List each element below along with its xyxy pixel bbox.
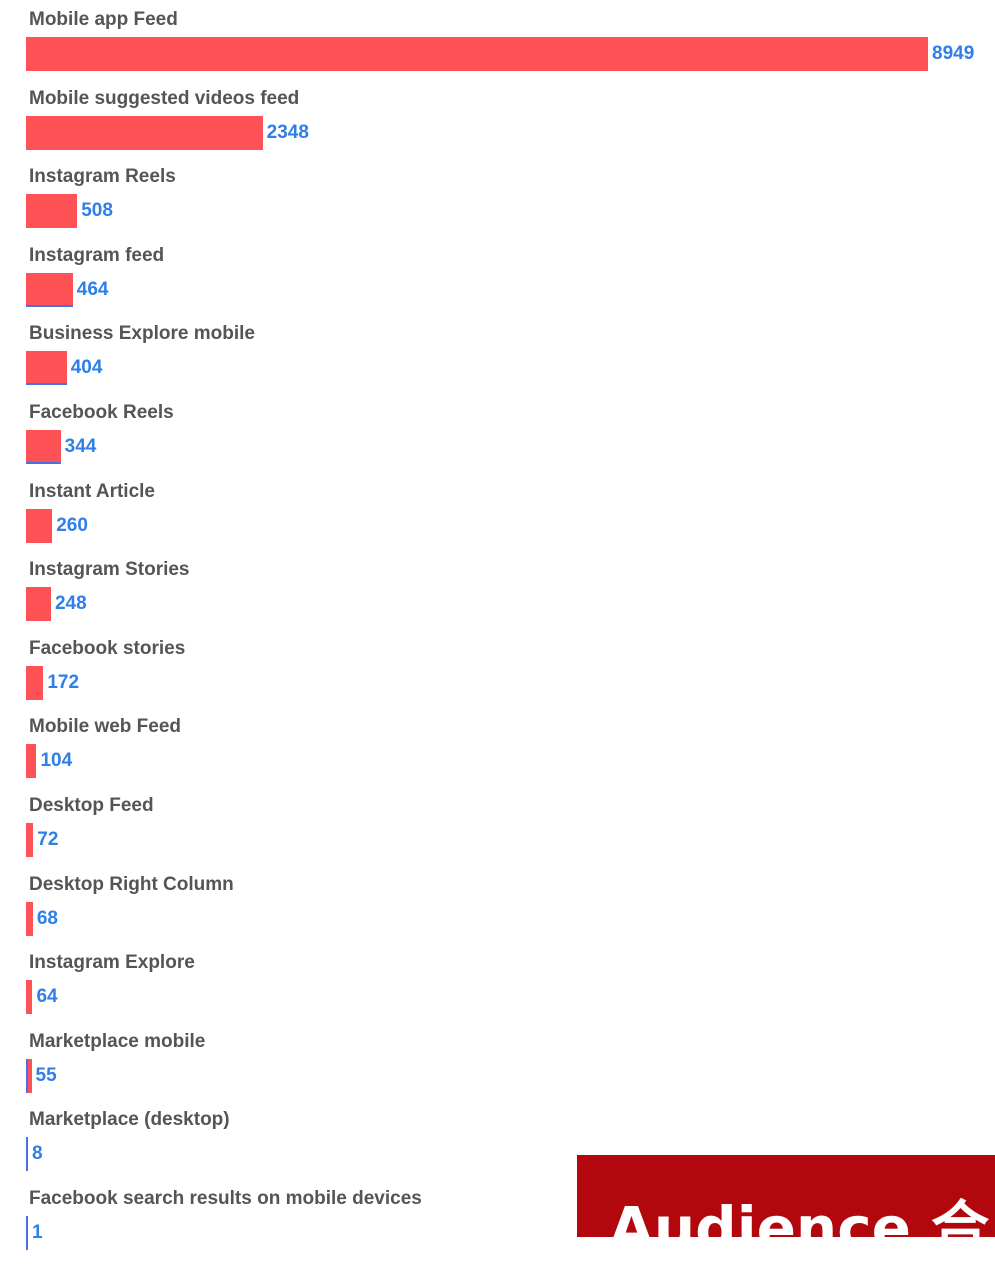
bar (26, 508, 53, 543)
placement-bar-chart: Mobile app Feed 8949 Mobile suggested vide… (26, 9, 986, 1250)
bar-row: Desktop Right Column 68 (26, 874, 986, 952)
bar-row: Instagram Stories 248 (26, 559, 986, 637)
category-label: Business Explore mobile (29, 323, 255, 345)
value-label: 104 (40, 750, 73, 772)
bar (26, 901, 33, 936)
category-label: Facebook Reels (29, 402, 174, 423)
value-label: 172 (47, 671, 80, 693)
category-label: Instant Article (29, 480, 155, 502)
value-label: 64 (36, 986, 58, 1008)
value-label: 508 (81, 200, 113, 222)
category-label: Marketplace (desktop) (29, 1109, 230, 1131)
bar-row: Instant Article 260 (26, 481, 986, 559)
bar-row: Mobile suggested videos feed 2348 (26, 88, 986, 166)
bar (26, 351, 67, 386)
bar-row: Desktop Feed 72 (26, 795, 986, 873)
category-label: Instagram feed (29, 244, 165, 266)
value-label: 8949 (932, 43, 975, 64)
category-label: Desktop Right Column (29, 873, 234, 895)
bar-row: Business Explore mobile 404 (26, 323, 986, 401)
bar (26, 1216, 28, 1250)
category-label: Facebook search results on mobile device… (29, 1188, 422, 1209)
bar (26, 1137, 28, 1172)
bar-row: Mobile web Feed 104 (26, 716, 986, 794)
value-label: 2348 (266, 121, 309, 143)
bar-row: Facebook Reels 344 (26, 402, 986, 480)
bar (26, 1058, 32, 1093)
bar (26, 823, 34, 857)
bar (26, 744, 37, 779)
bar-row: Mobile app Feed 8949 (26, 9, 986, 87)
value-label: 464 (76, 278, 109, 300)
bar (26, 115, 263, 150)
bar (26, 665, 44, 700)
category-label: Instagram Stories (29, 559, 190, 581)
value-label: 260 (56, 514, 88, 536)
category-label: Mobile web Feed (29, 716, 182, 738)
value-label: 72 (37, 829, 59, 850)
bar-row: Facebook search results on mobile device… (26, 1188, 986, 1266)
bar (26, 587, 51, 622)
audience-banner: Audience 合 (577, 1155, 995, 1237)
bar-row: Instagram Reels 508 (26, 166, 986, 244)
bar-row: Marketplace mobile 55 (26, 1031, 986, 1109)
bar-row: Facebook stories 172 (26, 638, 986, 716)
category-label: Instagram Reels (29, 166, 176, 188)
category-label: Marketplace mobile (29, 1030, 206, 1052)
bar (26, 430, 61, 464)
bar (26, 272, 73, 307)
value-label: 55 (35, 1064, 57, 1086)
value-label: 404 (70, 357, 103, 379)
bar-row: Instagram feed 464 (26, 245, 986, 323)
bar (26, 980, 33, 1015)
value-label: 1 (32, 1222, 43, 1243)
category-label: Desktop Feed (29, 795, 154, 816)
bar (26, 37, 928, 71)
category-label: Mobile app Feed (29, 9, 178, 30)
bar-row: Marketplace (desktop) 8 (26, 1109, 986, 1187)
category-label: Instagram Explore (29, 952, 195, 974)
bar (26, 194, 78, 229)
value-label: 8 (32, 1143, 43, 1165)
bar-row: Instagram Explore 64 (26, 952, 986, 1030)
value-label: 248 (54, 593, 87, 615)
category-label: Mobile suggested videos feed (29, 87, 300, 109)
category-label: Facebook stories (29, 637, 186, 659)
value-label: 344 (64, 436, 97, 457)
value-label: 68 (36, 907, 58, 929)
banner-title: Audience 合 (609, 1194, 990, 1237)
